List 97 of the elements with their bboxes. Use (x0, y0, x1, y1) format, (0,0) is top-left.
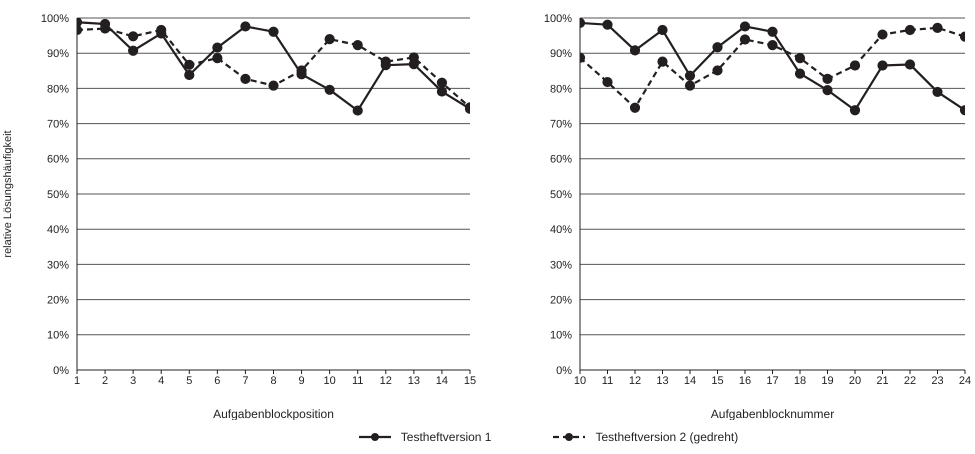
point (712, 42, 723, 52)
x-tick-label: 21 (876, 374, 889, 387)
point (268, 26, 279, 37)
point (184, 70, 194, 80)
x-tick-label: 4 (158, 374, 164, 387)
y-tick-label: 70% (46, 118, 70, 131)
point (352, 40, 363, 50)
point (877, 60, 888, 71)
point (436, 78, 448, 88)
y-tick-label: 70% (550, 118, 572, 131)
point (740, 34, 750, 45)
x-tick-label: 14 (436, 374, 448, 387)
point (184, 60, 194, 70)
y-axis-title: relative Lösungshäufigkeit (2, 130, 14, 258)
y-tick-label: 10% (46, 330, 70, 342)
y-tick-label: 40% (550, 224, 572, 236)
point (240, 74, 251, 84)
x-tick-label: 9 (298, 374, 305, 387)
y-tick-label: 60% (46, 154, 70, 166)
x-tick-label: 19 (821, 374, 834, 387)
x-tick-label: 14 (684, 374, 696, 387)
point (684, 80, 696, 91)
x-tick-label: 18 (794, 374, 806, 387)
y-tick-label: 80% (550, 83, 572, 96)
x-tick-label: 16 (738, 374, 752, 387)
y-tick-label: 40% (46, 224, 70, 236)
y-tick-label: 90% (46, 48, 70, 60)
y-tick-label: 80% (46, 83, 70, 96)
y-tick-label: 50% (550, 188, 572, 201)
point (240, 21, 251, 32)
x-tick-label: 6 (214, 374, 220, 387)
point (932, 22, 943, 33)
point (794, 53, 806, 64)
point (850, 60, 860, 71)
y-tick-label: 100% (40, 12, 70, 25)
point (794, 68, 806, 79)
y-tick-label: 100% (544, 12, 572, 25)
x-tick-label: 8 (270, 374, 277, 387)
point (352, 105, 363, 116)
legend-label: Testheftversion 1 (400, 430, 492, 444)
point (767, 40, 778, 50)
point (602, 20, 613, 30)
x-tick-label: 20 (848, 374, 862, 387)
point (128, 46, 138, 56)
x-tick-label: 11 (602, 374, 614, 387)
y-tick-label: 10% (550, 330, 572, 342)
point (268, 80, 279, 91)
y-tick-label: 0% (556, 364, 572, 377)
y-tick-label: 30% (46, 259, 70, 272)
legend-label: Testheftversion 2 (gedreht) (595, 430, 738, 444)
point (630, 102, 640, 113)
x-tick-label: 10 (574, 374, 586, 387)
x-tick-label: 23 (931, 374, 944, 387)
point (904, 59, 916, 70)
x-tick-label: 11 (352, 374, 364, 387)
point (657, 56, 668, 67)
x-tick-label: 17 (766, 374, 779, 387)
x-tick-label: 7 (242, 374, 248, 387)
y-tick-label: 20% (550, 294, 572, 307)
y-tick-label: 60% (550, 154, 572, 166)
x-tick-label: 5 (186, 374, 192, 387)
x-tick-label: 15 (464, 374, 476, 387)
y-tick-label: 20% (46, 294, 70, 307)
point (932, 86, 943, 98)
y-tick-label: 0% (53, 364, 70, 377)
point (602, 76, 613, 88)
point (877, 29, 888, 40)
x-tick-label: 13 (656, 374, 669, 387)
x-tick-label: 12 (380, 374, 392, 387)
point (128, 31, 138, 42)
x-tick-label: 13 (408, 374, 420, 387)
x-tick-label: 2 (102, 374, 108, 387)
y-tick-label: 30% (550, 259, 572, 272)
y-tick-label: 50% (46, 188, 70, 201)
x-tick-label: 3 (130, 374, 136, 387)
x-tick-label: 10 (324, 374, 336, 387)
point (767, 26, 778, 37)
point (904, 24, 916, 36)
x-tick-label: 24 (958, 374, 972, 387)
point (850, 105, 860, 116)
x-tick-label: 12 (628, 374, 642, 387)
point (212, 53, 222, 64)
point (324, 84, 335, 95)
point (712, 65, 723, 76)
point (657, 24, 668, 36)
x-tick-label: 1 (74, 374, 80, 387)
point (822, 85, 833, 96)
point (324, 34, 335, 44)
point (684, 70, 696, 81)
point (436, 86, 448, 97)
x-tick-label: 15 (711, 374, 724, 387)
point (630, 45, 640, 56)
x-tick-label: 22 (904, 374, 916, 387)
point (822, 74, 833, 84)
y-tick-label: 90% (550, 48, 572, 60)
point (740, 21, 750, 32)
point (212, 42, 222, 53)
